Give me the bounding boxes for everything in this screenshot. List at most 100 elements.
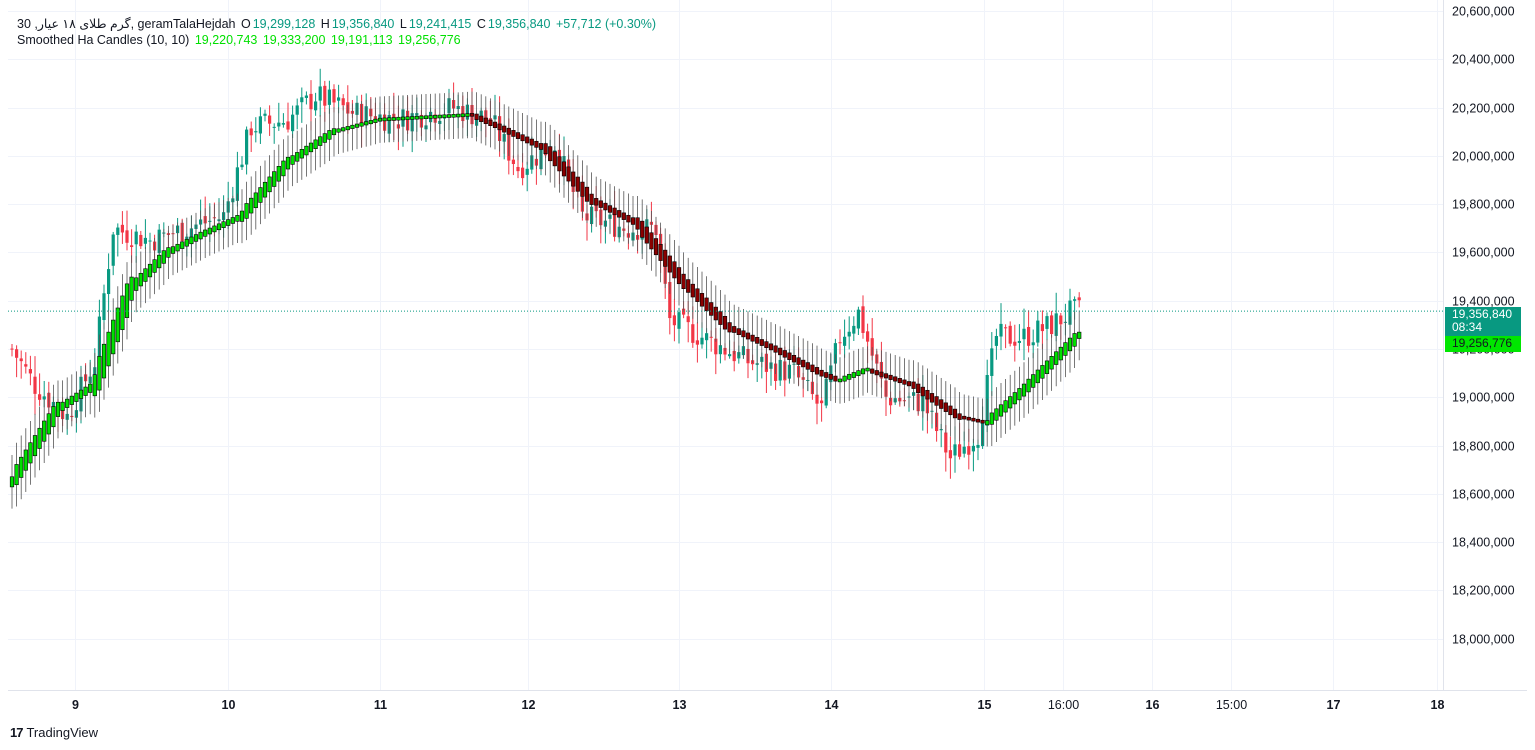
ha-candle-body bbox=[350, 124, 355, 129]
price-candle-body bbox=[143, 237, 147, 244]
ha-candle-body bbox=[814, 367, 820, 375]
ha-candle-body bbox=[681, 273, 686, 289]
ha-candle-body bbox=[603, 202, 608, 211]
price-candle-body bbox=[28, 369, 32, 374]
price-candle-body bbox=[994, 335, 998, 346]
time-axis[interactable]: 9 10 11 12 13 14 15 16:00 16 15:00 17 18 bbox=[72, 698, 1444, 712]
ha-candle-body bbox=[368, 120, 373, 125]
price-candle-body bbox=[820, 400, 824, 404]
price-candle-body bbox=[958, 444, 962, 457]
ha-candle-body bbox=[994, 408, 999, 421]
ha-candle-body bbox=[939, 399, 944, 409]
price-axis[interactable]: 18,000,000 18,200,000 18,400,000 18,600,000… bbox=[1452, 5, 1515, 647]
price-candle-body bbox=[847, 331, 851, 337]
ha-candle-body bbox=[943, 402, 948, 412]
low-label: L bbox=[399, 17, 407, 31]
ha-candle-body bbox=[1058, 346, 1063, 361]
ha-candle-body bbox=[235, 215, 240, 222]
price-tick-label: 18,400,000 bbox=[1452, 536, 1515, 550]
ha-candle-body bbox=[759, 339, 764, 346]
ha-candle-body bbox=[768, 343, 774, 351]
ha-candle-body bbox=[635, 217, 640, 230]
ha-candle-body bbox=[975, 418, 981, 423]
price-candle-body bbox=[1059, 315, 1063, 325]
ha-candle-body bbox=[331, 128, 337, 136]
ha-candle-body bbox=[51, 406, 56, 428]
ha-candle-body bbox=[778, 347, 783, 356]
time-tick-label: 17 bbox=[1327, 698, 1341, 712]
ha-candle-body bbox=[262, 181, 268, 198]
ha-candle-body bbox=[506, 127, 511, 135]
symbol-title[interactable]: 30 ,گرم طلای ۱۸ عیار, geramTalaHejdah bbox=[17, 17, 236, 31]
price-candle-body bbox=[705, 333, 709, 341]
ha-candle-body bbox=[750, 334, 755, 342]
ha-candle-body bbox=[101, 343, 107, 379]
ha-candle-body bbox=[782, 350, 787, 358]
ha-candle-body bbox=[88, 383, 93, 393]
ha-candle-body bbox=[497, 123, 502, 131]
ha-candle-body bbox=[124, 283, 130, 318]
ha-candle-body bbox=[607, 205, 613, 213]
ha-candle-body bbox=[396, 116, 401, 121]
ha-candle-body bbox=[318, 136, 323, 146]
price-candle-body bbox=[1031, 342, 1035, 346]
price-candle-body bbox=[732, 350, 736, 362]
time-tick-label: 11 bbox=[374, 698, 387, 712]
ha-candle-body bbox=[216, 223, 222, 231]
ha-candle-body bbox=[911, 381, 916, 389]
ha-candle-body bbox=[971, 417, 976, 422]
price-candle-body bbox=[341, 98, 345, 106]
ha-candle-body bbox=[934, 396, 939, 406]
price-tick-label: 19,400,000 bbox=[1452, 295, 1515, 309]
price-candle-body bbox=[668, 281, 672, 319]
price-candle-body bbox=[254, 131, 258, 133]
price-candle-body bbox=[1022, 328, 1026, 340]
ha-candle-body bbox=[571, 171, 576, 187]
ha-candle-body bbox=[203, 229, 208, 237]
price-candle-body bbox=[309, 93, 313, 110]
tradingview-logo-icon: 17 bbox=[10, 725, 24, 740]
ha-candle-body bbox=[502, 125, 507, 133]
ha-candle-body bbox=[640, 220, 645, 238]
low-value: 19,241,415 bbox=[408, 17, 472, 31]
indicator-name[interactable]: Smoothed Ha Candles (10, 10) bbox=[17, 33, 190, 47]
ha-candle-body bbox=[474, 113, 479, 120]
price-candle-body bbox=[976, 444, 980, 448]
ha-candle-body bbox=[847, 373, 852, 380]
ha-candle-body bbox=[115, 307, 120, 343]
ha-candle-body bbox=[520, 134, 525, 142]
open-value: 19,299,128 bbox=[252, 17, 316, 31]
ha-candle-body bbox=[19, 456, 24, 478]
price-candle-body bbox=[125, 230, 129, 243]
price-candle-body bbox=[953, 444, 957, 456]
ha-candle-body bbox=[299, 149, 304, 159]
ha-candle-body bbox=[37, 427, 42, 449]
tradingview-logo[interactable]: 17 TradingView bbox=[10, 725, 98, 740]
indicator-price-tag: 19,256,776 bbox=[1445, 336, 1521, 352]
ha-candle-body bbox=[801, 359, 806, 368]
ha-candle-body bbox=[1044, 360, 1050, 374]
ha-candle-body bbox=[345, 126, 350, 131]
ha-candle-body bbox=[387, 117, 392, 121]
ha-candle-body bbox=[249, 197, 254, 214]
ha-candle-body bbox=[649, 232, 654, 250]
ha-candle-body bbox=[1035, 369, 1040, 384]
indicator-price-label: 19,256,776 bbox=[1452, 336, 1513, 350]
indicator-high: 19,333,200 bbox=[262, 33, 326, 47]
time-tick-label: 9 bbox=[72, 698, 79, 712]
ha-candle-body bbox=[400, 116, 406, 121]
price-candle-body bbox=[870, 338, 874, 356]
bar-countdown: 08:34 bbox=[1452, 320, 1483, 334]
price-candle-body bbox=[33, 376, 37, 394]
ha-candle-body bbox=[410, 116, 415, 120]
ha-candle-body bbox=[552, 151, 557, 167]
ha-candle-body bbox=[980, 419, 985, 424]
ha-candle-body bbox=[920, 386, 925, 397]
price-candle-body bbox=[263, 113, 267, 116]
high-value: 19,356,840 bbox=[331, 17, 395, 31]
price-candle-body bbox=[709, 336, 713, 338]
price-candle-body bbox=[107, 269, 111, 295]
ha-candle-body bbox=[906, 381, 912, 387]
